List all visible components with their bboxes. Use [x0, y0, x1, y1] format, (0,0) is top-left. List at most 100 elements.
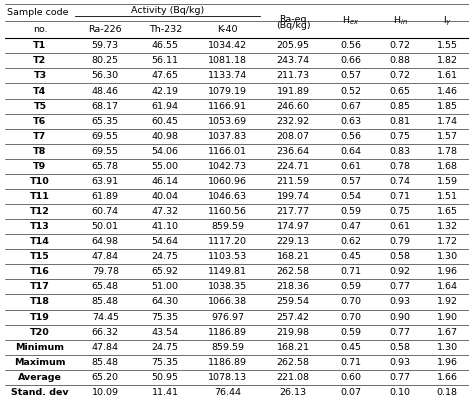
Text: 217.77: 217.77	[277, 207, 310, 216]
Text: T12: T12	[30, 207, 50, 216]
Text: Th-232: Th-232	[149, 25, 182, 34]
Text: T7: T7	[33, 132, 46, 141]
Text: 56.11: 56.11	[152, 57, 179, 65]
Text: 205.95: 205.95	[277, 41, 310, 50]
Text: 66.32: 66.32	[91, 328, 119, 337]
Text: 168.21: 168.21	[277, 343, 310, 352]
Text: 0.45: 0.45	[340, 343, 361, 352]
Text: 211.73: 211.73	[276, 72, 310, 80]
Text: T8: T8	[33, 147, 46, 156]
Text: 0.64: 0.64	[340, 147, 361, 156]
Text: T11: T11	[30, 192, 50, 201]
Text: 243.74: 243.74	[276, 57, 310, 65]
Text: 0.78: 0.78	[390, 162, 410, 171]
Text: 0.85: 0.85	[390, 101, 410, 111]
Text: 1081.18: 1081.18	[209, 57, 247, 65]
Text: 1.96: 1.96	[437, 267, 457, 276]
Text: 259.54: 259.54	[277, 297, 310, 307]
Text: 1038.35: 1038.35	[208, 282, 247, 291]
Text: 1.74: 1.74	[437, 117, 457, 126]
Text: 236.64: 236.64	[276, 147, 310, 156]
Text: 0.81: 0.81	[390, 117, 410, 126]
Text: Maximum: Maximum	[14, 358, 66, 367]
Text: 221.08: 221.08	[277, 373, 310, 382]
Text: 0.71: 0.71	[340, 358, 361, 367]
Text: 1046.63: 1046.63	[208, 192, 247, 201]
Text: 1186.89: 1186.89	[209, 328, 247, 337]
Text: T10: T10	[30, 177, 50, 186]
Text: 1166.01: 1166.01	[209, 147, 247, 156]
Text: 1.96: 1.96	[437, 358, 457, 367]
Text: 0.75: 0.75	[390, 207, 410, 216]
Text: 0.60: 0.60	[340, 373, 361, 382]
Text: T15: T15	[30, 252, 50, 261]
Text: 229.13: 229.13	[276, 237, 310, 246]
Text: 1.90: 1.90	[437, 313, 457, 322]
Text: 0.79: 0.79	[390, 237, 410, 246]
Text: 257.42: 257.42	[277, 313, 310, 322]
Text: 1042.73: 1042.73	[208, 162, 247, 171]
Text: 218.36: 218.36	[276, 282, 310, 291]
Text: 0.18: 0.18	[437, 388, 457, 397]
Text: 1079.19: 1079.19	[209, 86, 247, 95]
Text: 1.85: 1.85	[437, 101, 457, 111]
Text: 0.70: 0.70	[340, 313, 361, 322]
Text: 0.71: 0.71	[340, 267, 361, 276]
Text: 1066.38: 1066.38	[208, 297, 247, 307]
Text: 199.74: 199.74	[277, 192, 310, 201]
Text: 46.14: 46.14	[152, 177, 179, 186]
Text: 40.98: 40.98	[152, 132, 179, 141]
Text: 0.59: 0.59	[340, 207, 361, 216]
Text: T5: T5	[33, 101, 46, 111]
Text: 0.54: 0.54	[340, 192, 361, 201]
Text: 0.70: 0.70	[340, 297, 361, 307]
Text: 0.83: 0.83	[390, 147, 410, 156]
Text: 0.61: 0.61	[390, 222, 410, 231]
Text: 80.25: 80.25	[91, 57, 118, 65]
Text: Ra-eq: Ra-eq	[279, 15, 307, 24]
Text: 60.45: 60.45	[152, 117, 179, 126]
Text: 76.44: 76.44	[214, 388, 241, 397]
Text: 1.51: 1.51	[437, 192, 457, 201]
Text: T20: T20	[30, 328, 50, 337]
Text: 63.91: 63.91	[91, 177, 119, 186]
Text: 50.01: 50.01	[91, 222, 118, 231]
Text: 65.92: 65.92	[152, 267, 179, 276]
Text: 219.98: 219.98	[277, 328, 310, 337]
Text: 191.89: 191.89	[277, 86, 310, 95]
Text: 1.68: 1.68	[437, 162, 457, 171]
Text: T13: T13	[30, 222, 50, 231]
Text: 1160.56: 1160.56	[209, 207, 247, 216]
Text: 211.59: 211.59	[277, 177, 310, 186]
Text: 1060.96: 1060.96	[209, 177, 247, 186]
Text: T1: T1	[33, 41, 46, 50]
Text: 75.35: 75.35	[152, 313, 179, 322]
Text: 54.06: 54.06	[152, 147, 179, 156]
Text: 51.00: 51.00	[152, 282, 179, 291]
Text: 0.67: 0.67	[340, 101, 361, 111]
Text: 24.75: 24.75	[152, 252, 179, 261]
Text: T14: T14	[30, 237, 50, 246]
Text: 47.65: 47.65	[152, 72, 179, 80]
Text: 1.78: 1.78	[437, 147, 457, 156]
Text: 68.17: 68.17	[91, 101, 118, 111]
Text: 47.84: 47.84	[91, 343, 118, 352]
Text: 1037.83: 1037.83	[208, 132, 247, 141]
Text: 1.92: 1.92	[437, 297, 457, 307]
Text: 0.56: 0.56	[340, 41, 361, 50]
Text: Minimum: Minimum	[16, 343, 64, 352]
Text: $\mathrm{H}_{ex}$: $\mathrm{H}_{ex}$	[342, 15, 359, 27]
Text: 85.48: 85.48	[91, 358, 118, 367]
Text: 41.10: 41.10	[152, 222, 179, 231]
Text: 64.98: 64.98	[91, 237, 118, 246]
Text: T9: T9	[33, 162, 46, 171]
Text: 0.77: 0.77	[390, 328, 410, 337]
Text: 65.48: 65.48	[91, 282, 118, 291]
Text: T6: T6	[33, 117, 46, 126]
Text: 11.41: 11.41	[152, 388, 179, 397]
Text: 65.20: 65.20	[91, 373, 118, 382]
Text: 0.45: 0.45	[340, 252, 361, 261]
Text: 0.57: 0.57	[340, 72, 361, 80]
Text: 1117.20: 1117.20	[209, 237, 247, 246]
Text: 55.00: 55.00	[152, 162, 179, 171]
